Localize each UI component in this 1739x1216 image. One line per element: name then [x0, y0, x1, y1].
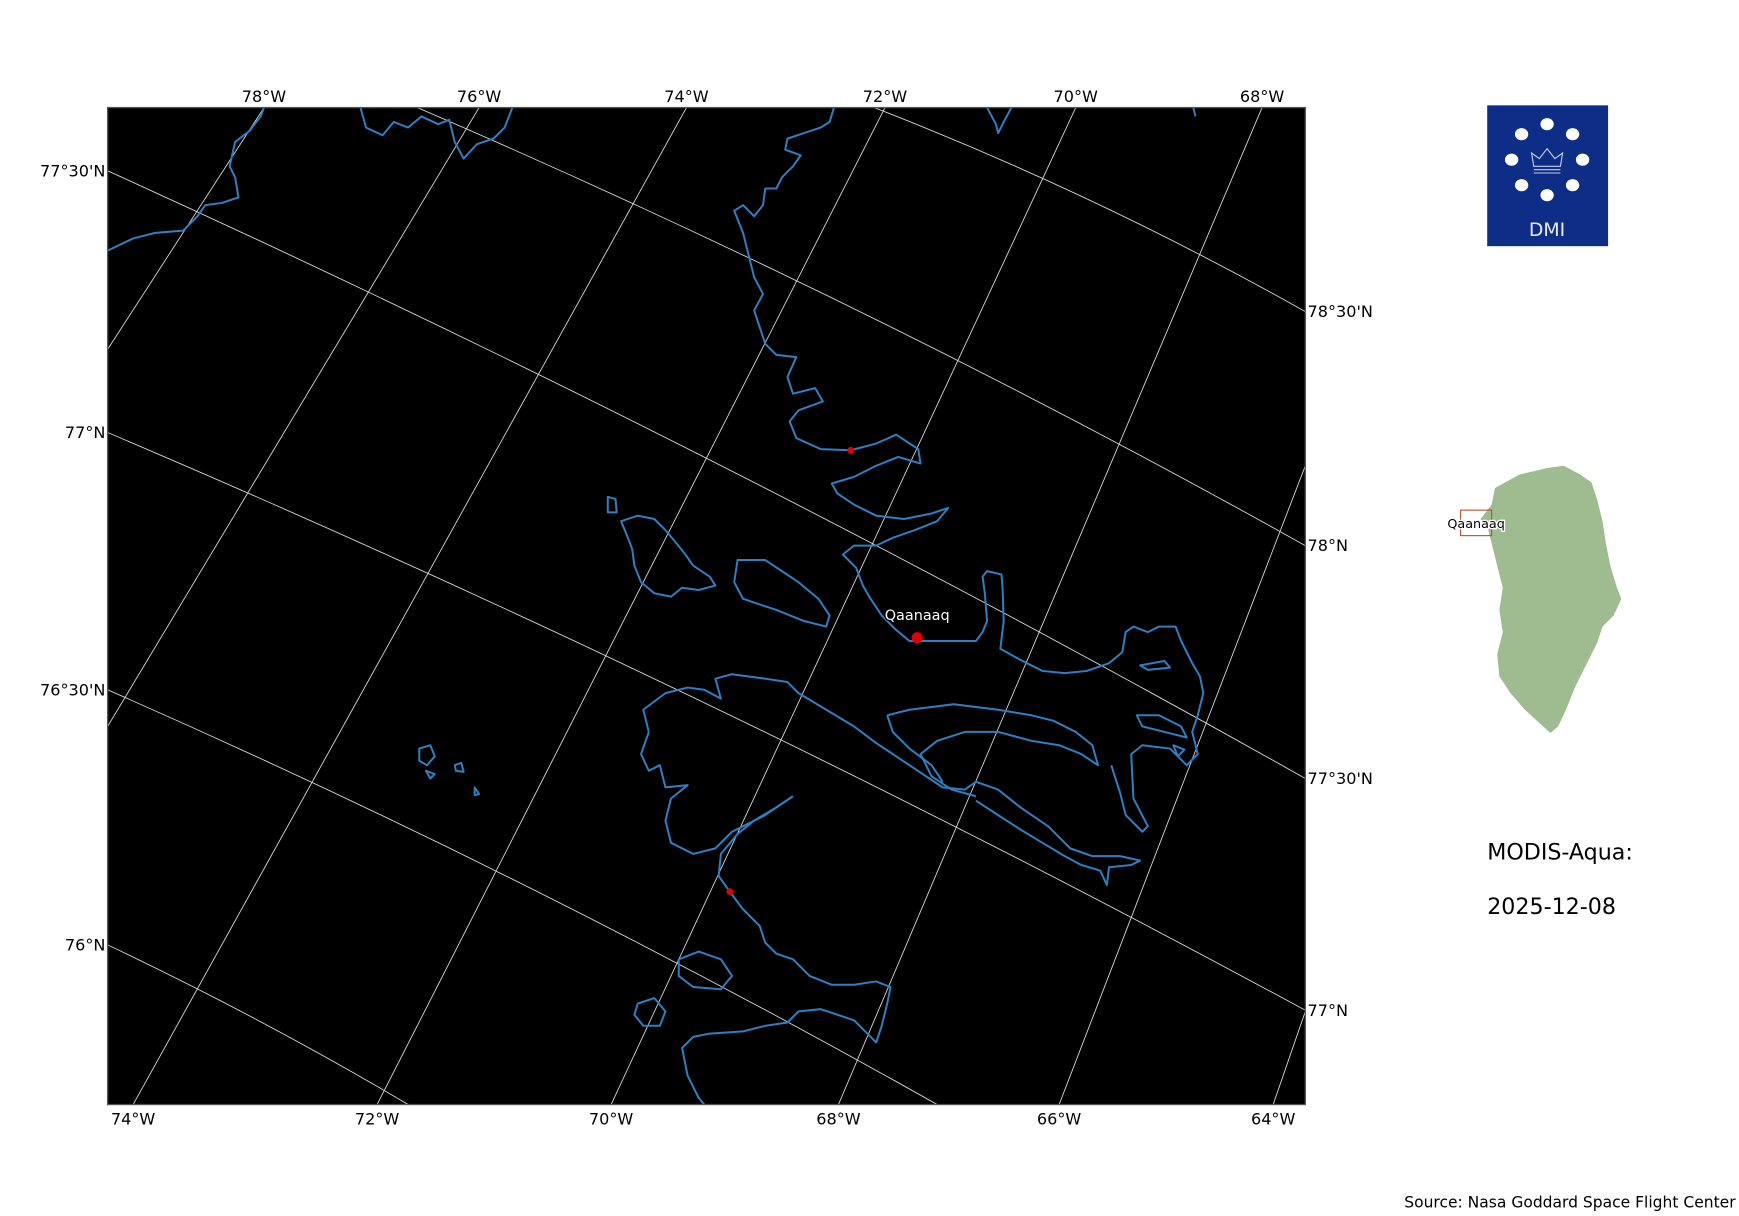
inset-place-label: Qaanaaq — [1447, 517, 1504, 532]
crown-icon — [1530, 147, 1564, 174]
map-frame — [106, 106, 1306, 1106]
coastlines — [107, 107, 1205, 1105]
logo-text: DMI — [1529, 220, 1565, 241]
meridian-64w — [1272, 1011, 1306, 1105]
marker-dot — [847, 446, 854, 454]
meridian-74w — [132, 107, 687, 1105]
tick-label: 78°N — [1308, 536, 1349, 555]
markers: Qaanaaq — [726, 446, 951, 895]
lon-labels-bottom: 74°W 72°W 70°W 68°W 66°W 64°W — [111, 1110, 1296, 1129]
tick-label: 68°W — [1240, 87, 1284, 106]
graticule — [107, 107, 1306, 1105]
parallel-76-30n — [107, 689, 938, 1105]
lat-labels-left: 77°30'N 77°N 76°30'N 76°N — [40, 161, 105, 954]
lat-labels-right: 78°30'N 78°N 77°30'N 77°N — [1308, 302, 1373, 1020]
tick-label: 74°W — [664, 87, 708, 106]
parallel-78n — [416, 107, 1306, 547]
parallel-77-30n — [107, 170, 1306, 779]
tick-label: 77°N — [65, 423, 106, 442]
inset-extent-box — [1460, 509, 1493, 537]
place-label-qaanaaq: Qaanaaq — [885, 608, 950, 624]
tick-label: 66°W — [1037, 1110, 1081, 1129]
tick-label: 70°W — [1054, 87, 1098, 106]
tick-label: 72°W — [863, 87, 907, 106]
meridian-76w — [107, 107, 480, 727]
meridian-66w — [1058, 465, 1306, 1105]
tick-label: 77°N — [1308, 1001, 1349, 1020]
parallel-78-30n — [872, 107, 1306, 313]
parallel-76n — [107, 944, 409, 1105]
parallel-77n — [107, 432, 1306, 1011]
dmi-logo: DMI — [1487, 105, 1609, 247]
map-background — [107, 107, 1306, 1105]
tick-label: 74°W — [111, 1110, 155, 1129]
lon-labels-top: 78°W 76°W 74°W 72°W 70°W 68°W — [242, 87, 1285, 106]
source-credit: Source: Nasa Goddard Space Flight Center — [1404, 1194, 1736, 1212]
tick-label: 78°W — [242, 87, 286, 106]
tick-label: 70°W — [589, 1110, 633, 1129]
tick-label: 78°30'N — [1308, 302, 1373, 321]
tick-label: 76°N — [65, 935, 106, 954]
tick-label: 76°30'N — [40, 680, 105, 699]
marker-qaanaaq — [911, 632, 923, 644]
tick-label: 64°W — [1251, 1110, 1295, 1129]
tick-label: 76°W — [457, 87, 501, 106]
logo-dots — [1504, 118, 1590, 202]
tick-label: 77°30'N — [1308, 769, 1373, 788]
meridian-72w — [376, 107, 886, 1105]
tick-label: 77°30'N — [40, 161, 105, 180]
tick-label: 68°W — [816, 1110, 860, 1129]
greenland-inset: Qaanaaq — [1446, 465, 1622, 734]
tick-label: 72°W — [355, 1110, 399, 1129]
meridian-68w — [838, 107, 1263, 1105]
greenland-land — [1480, 465, 1622, 734]
marker-dot — [726, 888, 734, 895]
meridian-70w — [610, 107, 1077, 1105]
instrument-label: MODIS-Aqua: — [1487, 839, 1633, 865]
date-label: 2025-12-08 — [1487, 894, 1616, 920]
